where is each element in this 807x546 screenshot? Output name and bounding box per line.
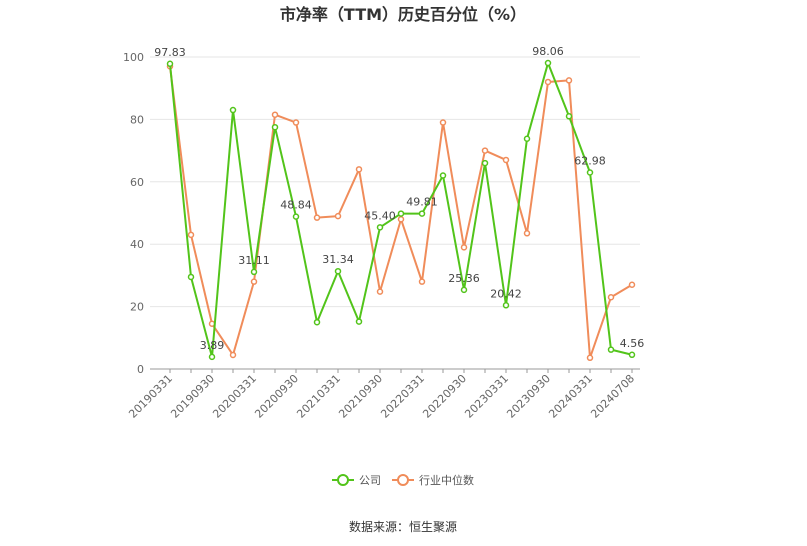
x-tick-label: 20240708	[588, 372, 637, 421]
data-label: 31.11	[238, 254, 270, 267]
y-tick-label: 20	[130, 301, 144, 314]
legend-item-公司[interactable]: 公司	[332, 474, 381, 487]
legend-item-行业中位数[interactable]: 行业中位数	[392, 473, 474, 487]
x-tick-label: 20190331	[126, 372, 175, 421]
y-tick-label: 80	[130, 113, 144, 126]
data-point[interactable]	[187, 273, 195, 281]
data-point[interactable]	[523, 230, 531, 237]
data-label: 97.83	[154, 46, 186, 59]
data-point[interactable]	[250, 278, 258, 285]
x-tick-label: 20210930	[336, 372, 385, 421]
data-point[interactable]	[586, 169, 594, 176]
data-point[interactable]	[292, 213, 300, 220]
data-point[interactable]	[376, 288, 384, 295]
data-point[interactable]	[271, 123, 279, 131]
chart-title: 市净率（TTM）历史百分位（%）	[280, 5, 526, 24]
data-point[interactable]	[502, 156, 510, 164]
x-tick-label: 20200930	[252, 372, 301, 421]
data-point[interactable]	[544, 78, 552, 86]
legend-marker	[337, 474, 349, 486]
data-point[interactable]	[628, 351, 636, 359]
data-label: 3.89	[200, 339, 225, 352]
data-point[interactable]	[565, 113, 573, 120]
data-label: 62.98	[574, 155, 606, 168]
data-point[interactable]	[397, 210, 405, 217]
data-point[interactable]	[292, 119, 300, 126]
data-point[interactable]	[187, 231, 195, 239]
data-point[interactable]	[481, 159, 489, 167]
data-point[interactable]	[334, 267, 342, 275]
data-label: 49.81	[406, 196, 438, 209]
data-point[interactable]	[418, 278, 426, 285]
data-point[interactable]	[418, 210, 426, 217]
legend-label: 公司	[359, 474, 381, 487]
data-point[interactable]	[271, 111, 279, 118]
data-label: 25.36	[448, 272, 480, 285]
legend-label: 行业中位数	[419, 473, 474, 487]
data-point[interactable]	[334, 212, 342, 220]
data-point[interactable]	[481, 147, 489, 154]
y-axis: 0 20 40 60 80 100	[123, 51, 144, 376]
data-point[interactable]	[397, 215, 405, 223]
legend[interactable]: 公司 行业中位数	[332, 473, 474, 487]
x-tick-label: 20240331	[546, 372, 595, 421]
data-point[interactable]	[523, 135, 531, 142]
data-label: 31.34	[322, 253, 354, 266]
data-point[interactable]	[229, 351, 237, 359]
y-tick-label: 40	[130, 238, 144, 251]
data-label: 4.56	[620, 337, 645, 350]
data-point[interactable]	[313, 318, 321, 326]
x-tick-label: 20190930	[168, 372, 217, 421]
data-point[interactable]	[502, 302, 510, 309]
series-公司	[166, 59, 636, 361]
legend-marker	[397, 474, 409, 486]
data-label: 20.42	[490, 287, 522, 300]
data-point[interactable]	[229, 106, 237, 114]
data-point[interactable]	[208, 353, 216, 361]
data-point[interactable]	[607, 293, 615, 301]
data-point[interactable]	[586, 354, 594, 362]
x-tick-label: 20220331	[378, 372, 427, 421]
x-tick-label: 20210331	[294, 372, 343, 421]
data-label: 45.40	[364, 209, 396, 222]
source-text: 数据来源：恒生聚源	[349, 519, 457, 534]
data-point[interactable]	[439, 172, 447, 179]
data-point[interactable]	[166, 60, 174, 68]
y-tick-label: 100	[123, 51, 144, 64]
data-point[interactable]	[460, 244, 468, 251]
y-tick-label: 0	[137, 363, 144, 376]
data-label: 98.06	[532, 45, 564, 58]
x-tick-label: 20200331	[210, 372, 259, 421]
data-point[interactable]	[355, 318, 363, 325]
data-point[interactable]	[565, 77, 573, 84]
series-layer	[166, 59, 636, 362]
series-line	[169, 62, 633, 358]
x-tick-label: 20230930	[504, 372, 553, 421]
x-tick-label: 20230331	[462, 372, 511, 421]
data-point[interactable]	[544, 59, 552, 67]
y-tick-label: 60	[130, 176, 144, 189]
x-tick-label: 20220930	[420, 372, 469, 421]
data-point[interactable]	[313, 214, 321, 221]
data-point[interactable]	[607, 346, 615, 353]
data-point[interactable]	[628, 281, 636, 289]
x-axis: 2019033120190930202003312020093020210331…	[126, 369, 637, 421]
data-point[interactable]	[376, 224, 384, 231]
data-labels: 97.83 3.89 31.11 48.84 31.34 45.40 49.81 25.36 2…	[154, 45, 644, 352]
data-point[interactable]	[460, 286, 468, 294]
data-label: 48.84	[280, 199, 312, 212]
data-point[interactable]	[250, 268, 258, 276]
data-point[interactable]	[439, 119, 447, 126]
data-point[interactable]	[355, 166, 363, 173]
